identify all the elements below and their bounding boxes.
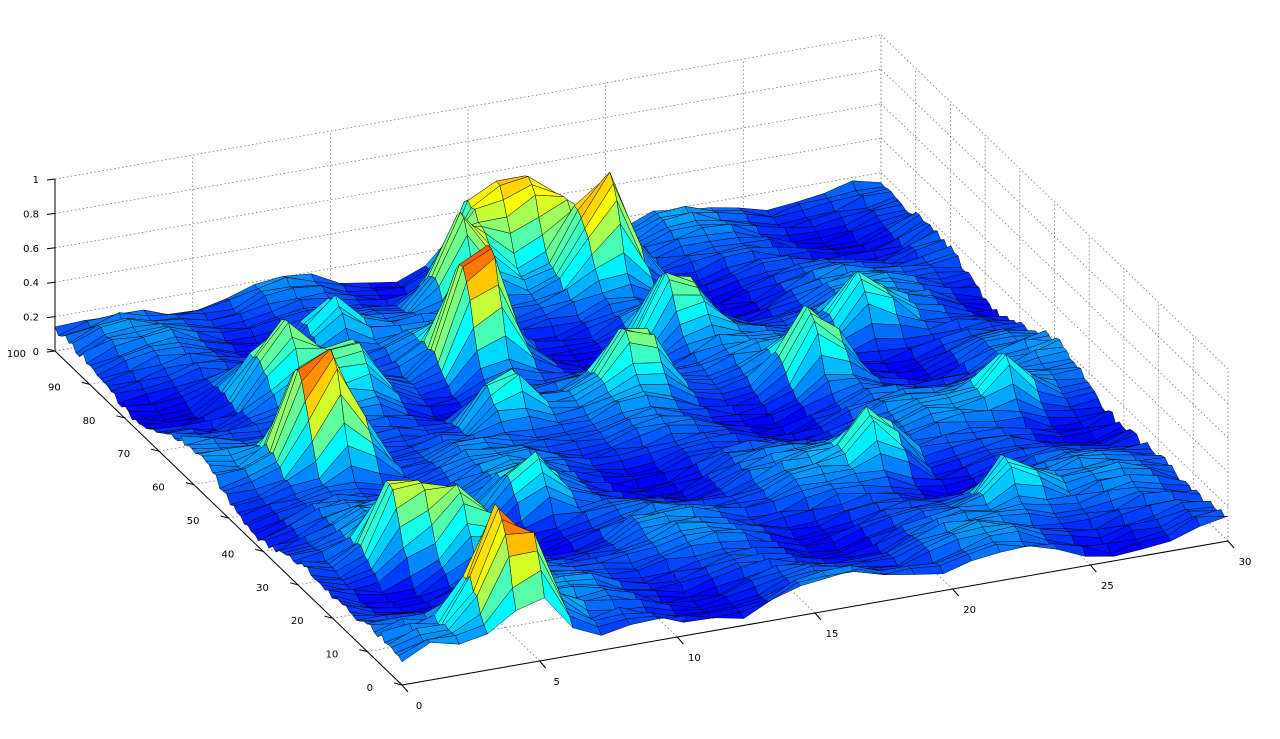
y-tick-label: 20 (291, 616, 304, 627)
y-tick-mark (289, 582, 299, 586)
y-tick-label: 60 (152, 483, 165, 494)
z-tick-mark (46, 316, 56, 319)
x-tick-mark (539, 660, 547, 669)
x-tick-label: 20 (963, 605, 976, 616)
y-tick-mark (116, 415, 125, 419)
y-tick-mark (220, 515, 229, 519)
surface-face (636, 373, 669, 385)
y-tick-label: 10 (326, 650, 339, 661)
surface-face (1044, 409, 1078, 418)
x-tick-label: 10 (688, 653, 701, 664)
y-tick-label: 40 (221, 549, 234, 560)
surface-face (602, 562, 635, 570)
z-tick-label: 1 (33, 175, 39, 186)
y-tick-label: 70 (117, 449, 130, 460)
surface-face (695, 220, 728, 226)
tick-labels: 0 5 10 15 20 25 30 0 10 20 30 40 50 60 70 80 90 100 0 0.2 0.… (7, 175, 1251, 712)
x-tick-label: 0 (416, 701, 422, 712)
x-tick-mark (401, 684, 409, 693)
y-tick-label: 30 (256, 583, 269, 594)
surface-face (632, 362, 666, 375)
y-tick-mark (150, 448, 160, 452)
surface-mesh (54, 171, 1229, 663)
y-tick-mark (393, 682, 403, 686)
z-tick-mark (46, 178, 56, 181)
z-tick-mark (46, 247, 56, 250)
surface-face (667, 424, 701, 434)
surface-face (531, 184, 564, 197)
y-tick-label: 0 (367, 683, 373, 694)
x-tick-label: 30 (1239, 557, 1252, 568)
x-tick-mark (676, 636, 684, 645)
z-tick-label: 0 (33, 347, 39, 358)
x-tick-mark (1227, 540, 1235, 549)
surface-face (966, 421, 999, 428)
z-tick-label: 0.2 (23, 313, 39, 324)
gridline-back-z (54, 34, 882, 180)
gridline-back-z (54, 69, 882, 214)
x-tick-mark (952, 588, 960, 597)
gridline-side-z (880, 103, 1229, 439)
surface-face (201, 454, 235, 462)
surface-face (871, 323, 905, 340)
x-tick-label: 5 (553, 677, 559, 688)
y-tick-label: 90 (48, 382, 61, 393)
gridline-side-z (880, 34, 1229, 370)
axes (46, 178, 1235, 693)
z-tick-mark (46, 281, 56, 284)
x-tick-mark (1089, 564, 1097, 573)
surface-face (957, 298, 990, 305)
x-tick-mark (814, 612, 822, 621)
z-tick-mark (46, 212, 56, 215)
gridline-side-z (880, 69, 1229, 404)
x-tick-label: 15 (826, 629, 839, 640)
y-tick-mark (185, 482, 194, 486)
y-tick-mark (359, 649, 368, 653)
surface-face (1195, 515, 1229, 527)
z-tick-label: 0.8 (23, 209, 39, 220)
y-tick-label: 80 (83, 416, 96, 427)
gridline-side-z (880, 137, 1229, 473)
z-tick-mark (46, 350, 56, 353)
y-tick-mark (255, 548, 264, 552)
z-tick-label: 0.6 (23, 244, 39, 255)
y-tick-mark (81, 381, 90, 385)
x-tick-label: 25 (1101, 581, 1114, 592)
surface-face (583, 599, 617, 611)
surface-face (719, 540, 752, 549)
y-tick-label: 100 (7, 349, 26, 360)
y-tick-label: 50 (187, 516, 200, 527)
surface-face (370, 607, 404, 613)
y-tick-mark (324, 615, 333, 619)
surface-face (398, 639, 431, 663)
z-tick-label: 0.4 (23, 278, 39, 289)
